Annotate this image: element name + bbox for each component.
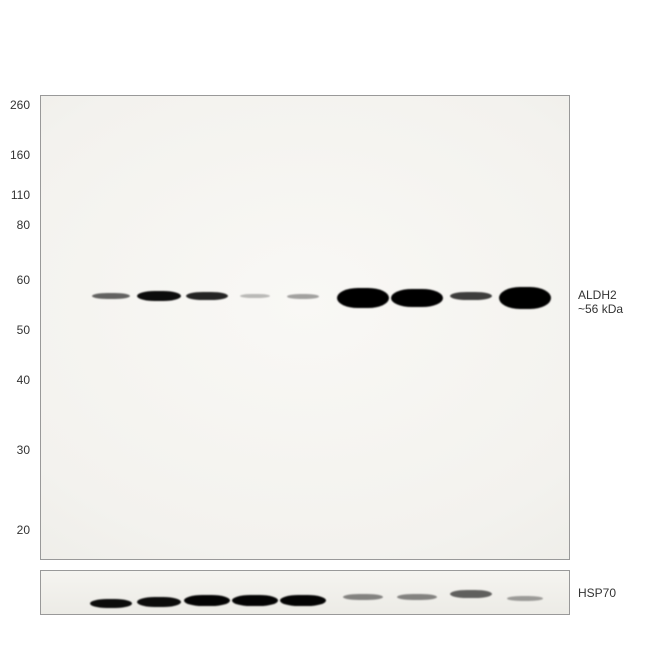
- mw-marker: 60: [0, 273, 30, 287]
- mw-marker: 20: [0, 523, 30, 537]
- mw-marker: 30: [0, 443, 30, 457]
- loading-control-label: HSP70: [578, 586, 616, 600]
- aldh2-band: [240, 294, 270, 298]
- mw-marker: 50: [0, 323, 30, 337]
- mw-marker: 110: [0, 188, 30, 202]
- hsp70-band: [232, 595, 278, 606]
- hsp70-band: [184, 595, 230, 606]
- hsp70-band: [90, 599, 132, 608]
- target-name: ALDH2: [578, 288, 623, 302]
- mw-marker: 160: [0, 148, 30, 162]
- main-blot-panel: [40, 95, 570, 560]
- hsp70-band: [280, 595, 326, 606]
- aldh2-band: [287, 294, 319, 299]
- aldh2-band: [499, 287, 551, 309]
- aldh2-band: [137, 291, 181, 301]
- mw-marker: 80: [0, 218, 30, 232]
- mw-marker: 40: [0, 373, 30, 387]
- loading-control-panel: [40, 570, 570, 615]
- western-blot-figure: THP-1Hep G2A549PANC-1MCF-7Mouse LiverMou…: [0, 0, 650, 658]
- aldh2-band: [186, 292, 228, 300]
- aldh2-band: [92, 293, 130, 299]
- hsp70-band: [397, 594, 437, 600]
- aldh2-band: [391, 289, 443, 307]
- aldh2-band: [450, 292, 492, 300]
- target-protein-label: ALDH2 ~56 kDa: [578, 288, 623, 316]
- aldh2-band: [337, 288, 389, 308]
- lane-labels-row: THP-1Hep G2A549PANC-1MCF-7Mouse LiverMou…: [0, 0, 650, 95]
- target-size: ~56 kDa: [578, 302, 623, 316]
- hsp70-band: [343, 594, 383, 600]
- hsp70-band: [450, 590, 492, 598]
- mw-marker: 260: [0, 98, 30, 112]
- hsp70-band: [137, 597, 181, 607]
- hsp70-band: [507, 596, 543, 601]
